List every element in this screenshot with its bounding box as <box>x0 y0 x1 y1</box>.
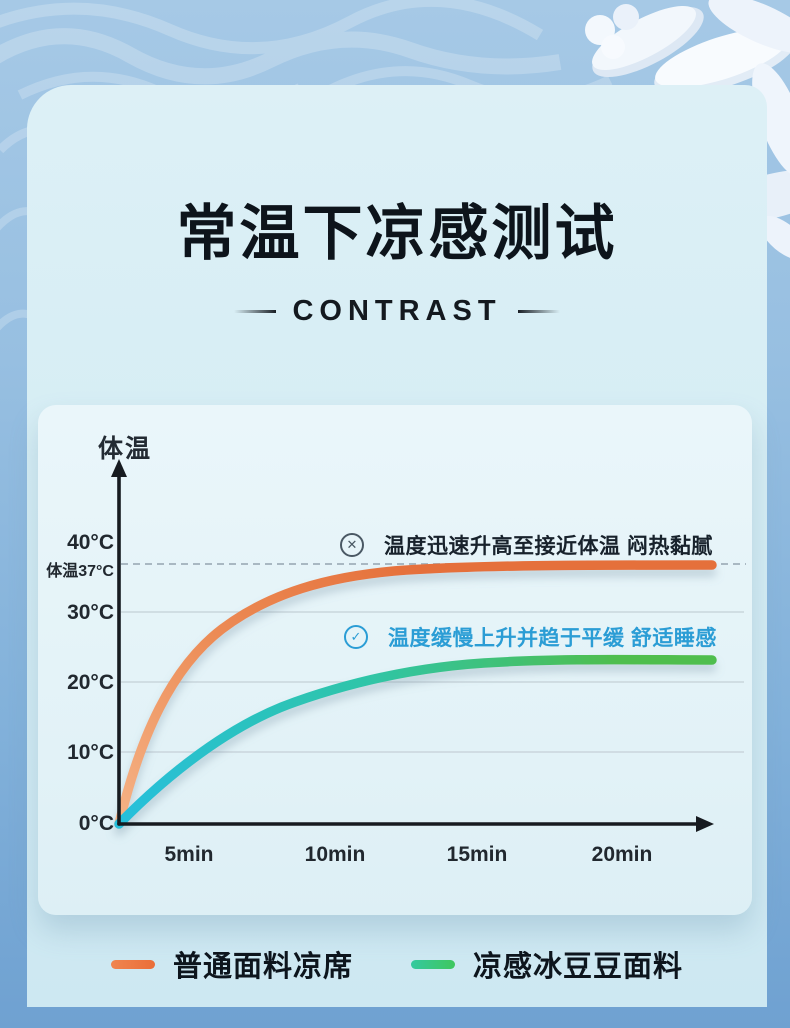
y-tick-0: 0°C <box>78 812 114 835</box>
axes <box>117 471 701 826</box>
y-tick-20: 20°C <box>67 671 114 694</box>
x-tick-5min: 5min <box>164 843 214 866</box>
y-tick-30: 30°C <box>67 601 114 624</box>
annotation-ordinary-fabric: ✕ 温度迅速升高至接近体温 闷热黏腻 <box>340 531 713 559</box>
annotation-text-positive: 温度缓慢上升并趋于平缓 舒适睡感 <box>388 627 717 650</box>
legend-item-ordinary-fabric: 普通面料凉席 <box>110 943 353 985</box>
y-tick-10: 10°C <box>67 741 114 764</box>
legend-label-ordinary-fabric: 普通面料凉席 <box>172 951 353 983</box>
series-ordinary-fabric-curve <box>114 560 717 829</box>
temperature-line-chart <box>111 459 746 832</box>
subtitle-right-rule <box>517 310 560 313</box>
y-tick-40: 40°C <box>67 531 114 554</box>
x-tick-15min: 15min <box>446 843 508 866</box>
main-panel: 常温下凉感测试 CONTRAST <box>27 85 767 1007</box>
y-axis-arrowhead <box>111 459 127 477</box>
legend-label-cooling-fabric: 凉感冰豆豆面料 <box>473 951 684 983</box>
y-tick-37-body-temp: 体温37°C <box>46 563 114 580</box>
annotation-cooling-fabric: ✓ 温度缓慢上升并趋于平缓 舒适睡感 <box>344 623 717 651</box>
chart-card: 体温 40°C 体温37°C 30°C 20°C 10°C 0°C 5min 1… <box>38 405 752 915</box>
page-title: 常温下凉感测试 <box>176 200 618 267</box>
legend: 普通面料凉席 凉感冰豆豆面料 <box>27 943 767 985</box>
annotation-text-negative: 温度迅速升高至接近体温 闷热黏腻 <box>384 535 713 558</box>
series-cooling-fabric-curve <box>114 654 717 829</box>
legend-item-cooling-fabric: 凉感冰豆豆面料 <box>411 943 683 985</box>
subtitle-left-rule <box>234 310 277 313</box>
x-axis-arrowhead <box>696 816 714 832</box>
circle-x-icon: ✕ <box>340 533 364 557</box>
gridlines <box>121 611 744 753</box>
legend-swatch-orange <box>110 959 155 969</box>
legend-swatch-green <box>411 959 455 969</box>
circle-check-icon: ✓ <box>344 625 368 649</box>
x-tick-20min: 20min <box>591 843 653 866</box>
subtitle-text: CONTRAST <box>292 295 502 327</box>
x-tick-10min: 10min <box>304 843 366 866</box>
y-axis-title: 体温 <box>98 435 153 463</box>
subtitle: CONTRAST <box>27 295 767 328</box>
